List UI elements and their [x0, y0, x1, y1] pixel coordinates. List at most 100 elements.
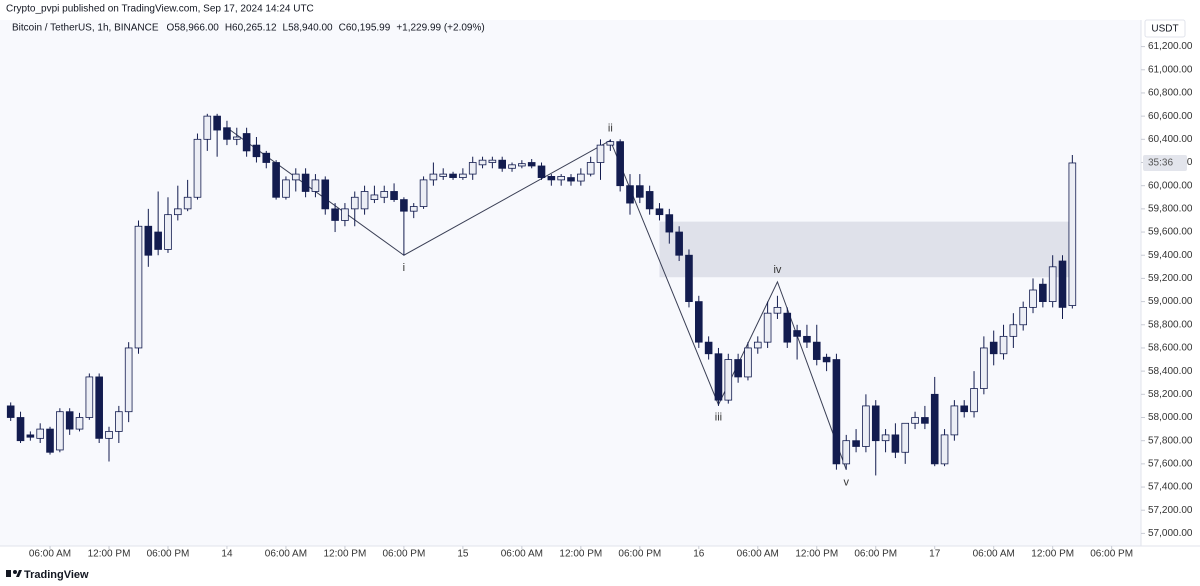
- ohlc-value: C60,195.99: [339, 23, 391, 34]
- bull-body: [1048, 266, 1057, 302]
- bull-body: [459, 173, 467, 178]
- bull-body: [970, 388, 978, 413]
- publisher: Crypto_pvpi published on TradingView.com…: [6, 4, 314, 15]
- bear-body: [734, 359, 742, 378]
- bull-body: [1009, 324, 1018, 337]
- x-tick-label: 06:00 AM: [737, 549, 779, 560]
- bull-body: [508, 164, 516, 169]
- bear-body: [242, 133, 251, 152]
- bull-body: [744, 347, 752, 378]
- bull-body: [557, 176, 565, 181]
- x-tick-label: 06:00 AM: [973, 549, 1015, 560]
- symbol: Bitcoin / TetherUS, 1h, BINANCE: [12, 23, 159, 34]
- bull-body: [174, 208, 182, 216]
- plot-background: [0, 20, 1141, 546]
- bear-body: [704, 341, 713, 355]
- bear-body: [16, 417, 25, 442]
- bear-body: [449, 173, 457, 178]
- bull-body: [36, 428, 44, 439]
- bear-body: [331, 208, 339, 221]
- bear-body: [685, 254, 693, 302]
- bull-body: [419, 179, 428, 207]
- logo-bar: [6, 570, 11, 577]
- x-tick-label: 12:00 PM: [795, 549, 838, 560]
- ohlc-value: O58,966.00: [167, 23, 220, 34]
- symbol-legend: Bitcoin / TetherUS, 1h, BINANCE O58,966.…: [12, 23, 485, 34]
- bull-body: [488, 159, 497, 163]
- bull-body: [1019, 306, 1027, 326]
- bear-body: [891, 434, 900, 453]
- bear-body: [498, 159, 506, 169]
- bear-body: [832, 359, 841, 465]
- bull-body: [439, 173, 448, 177]
- bear-body: [665, 214, 674, 233]
- bull-body: [596, 144, 605, 163]
- x-tick-label: 12:00 PM: [324, 549, 367, 560]
- bear-body: [95, 376, 103, 439]
- bull-body: [950, 405, 959, 436]
- countdown: 35:36: [1148, 158, 1173, 169]
- bear-body: [144, 225, 153, 256]
- bull-body: [311, 179, 320, 192]
- bull-body: [183, 196, 192, 210]
- bear-body: [1058, 260, 1067, 308]
- bull-body: [577, 173, 585, 182]
- bull-body: [999, 335, 1008, 355]
- bull-body: [282, 179, 290, 198]
- bear-body: [655, 208, 664, 216]
- bull-body: [115, 411, 123, 432]
- bull-body: [753, 341, 762, 349]
- brand: TradingView: [24, 569, 89, 581]
- ohlc-value: +1,229.99 (+2.09%): [396, 23, 484, 34]
- logo-dot: [13, 570, 17, 574]
- bull-body: [606, 141, 615, 146]
- x-tick-label: 06:00 AM: [501, 549, 543, 560]
- y-tick-label: 60,000.00: [1148, 180, 1193, 191]
- bull-body: [350, 196, 359, 210]
- bull-body: [164, 214, 172, 250]
- y-tick-label: 58,400.00: [1148, 366, 1193, 377]
- bear-body: [567, 177, 575, 182]
- bear-body: [272, 162, 280, 198]
- bear-body: [6, 405, 15, 418]
- bear-body: [921, 417, 929, 424]
- x-tick-label: 14: [221, 549, 233, 560]
- bear-body: [626, 185, 634, 204]
- bull-body: [862, 405, 870, 447]
- bear-body: [783, 312, 792, 343]
- bull-body: [980, 347, 988, 389]
- bull-body: [360, 191, 369, 210]
- bull-body: [881, 434, 890, 442]
- x-tick-label: 06:00 AM: [29, 549, 71, 560]
- x-tick-label: 06:00 PM: [382, 549, 425, 560]
- y-tick-label: 58,800.00: [1148, 319, 1193, 330]
- y-tick-label: 57,800.00: [1148, 435, 1193, 446]
- bear-body: [793, 330, 801, 337]
- bull-body: [291, 173, 300, 181]
- y-tick-label: 60,600.00: [1148, 111, 1193, 122]
- y-tick-label: 58,600.00: [1148, 343, 1193, 354]
- bear-body: [822, 356, 831, 363]
- x-tick-label: 12:00 PM: [88, 549, 131, 560]
- bull-body: [842, 440, 851, 465]
- x-tick-label: 16: [693, 549, 705, 560]
- bear-body: [390, 191, 398, 200]
- bear-body: [989, 341, 998, 355]
- x-tick-label: 06:00 PM: [147, 549, 190, 560]
- y-tick-label: 59,200.00: [1148, 273, 1193, 284]
- bear-body: [65, 411, 74, 430]
- x-tick-label: 15: [457, 549, 469, 560]
- y-tick-label: 57,000.00: [1148, 528, 1193, 539]
- bull-body: [586, 162, 595, 175]
- ohlc-value: L58,940.00: [283, 23, 333, 34]
- bear-body: [537, 165, 546, 178]
- wave-label: ii: [608, 122, 613, 134]
- bull-body: [193, 138, 202, 198]
- bear-body: [527, 162, 536, 167]
- bull-body: [724, 359, 733, 401]
- bear-body: [803, 335, 811, 343]
- bear-body: [301, 173, 310, 192]
- bear-body: [547, 176, 556, 181]
- bear-body: [213, 115, 221, 131]
